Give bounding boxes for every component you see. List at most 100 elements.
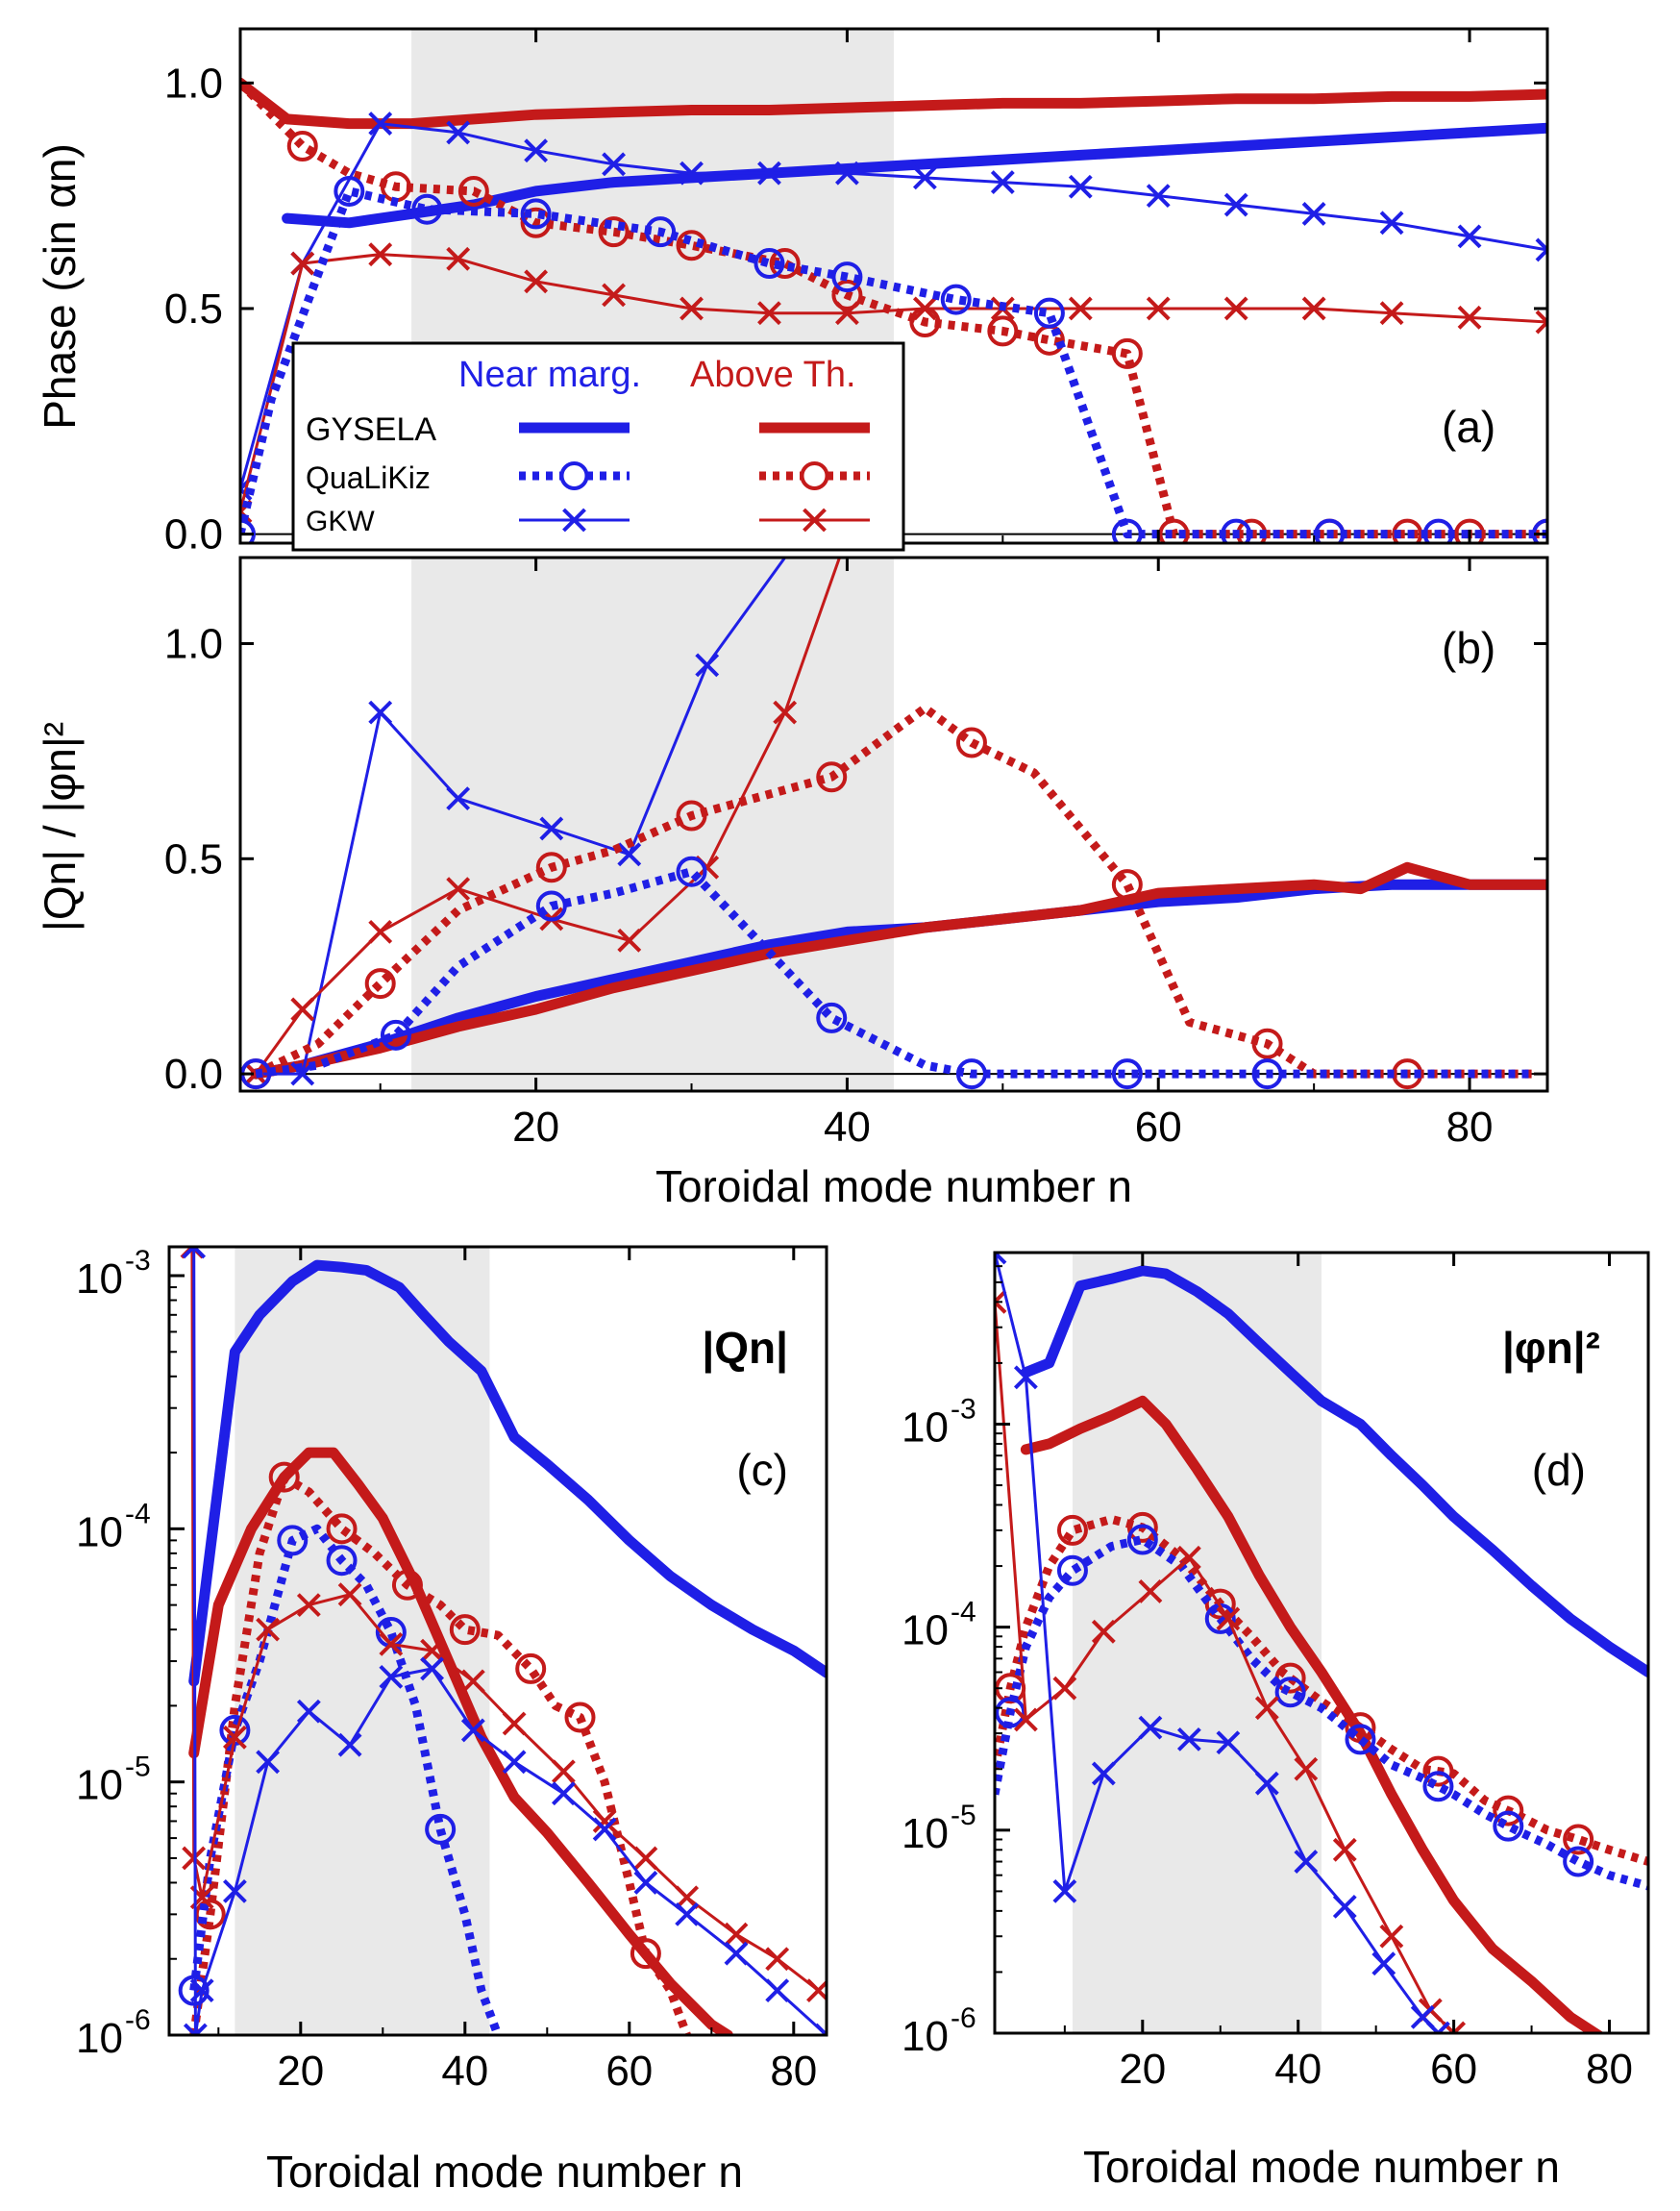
marker-circle (1204, 1588, 1236, 1620)
marker-x (675, 1885, 700, 1910)
marker-circle (831, 261, 863, 293)
marker-x (1254, 1771, 1279, 1796)
panel-a-plot (240, 77, 1547, 543)
marker-circle (277, 1525, 309, 1556)
marker-x (679, 161, 704, 186)
y-tick-exponent: -4 (125, 1498, 151, 1529)
marker-x (1294, 1850, 1319, 1874)
marker-circle (831, 279, 863, 311)
marker-x (1535, 237, 1547, 262)
marker-x (633, 1846, 658, 1871)
marker-circle (816, 761, 848, 793)
marker-x (1052, 1878, 1077, 1903)
marker-x (368, 112, 393, 136)
marker-x (502, 1750, 527, 1775)
y-tick-exponent: -5 (125, 1751, 151, 1783)
marker-x (368, 700, 393, 725)
series-qualikiz-near-marg- (240, 186, 1547, 539)
marker-x (539, 816, 564, 841)
marker-x (1013, 1707, 1038, 1732)
series-qualikiz-above-th- (254, 704, 1532, 1079)
panel-c-xlabel: Toroidal mode number n (266, 2147, 743, 2197)
x-tick-label: 40 (824, 1104, 871, 1151)
marker-circle (940, 284, 972, 315)
marker-x (256, 1617, 281, 1642)
marker-circle (1422, 518, 1454, 543)
marker-circle (364, 968, 396, 1000)
marker-x (995, 1289, 1007, 1314)
marker-circle (564, 1702, 596, 1733)
x-tick-label: 80 (1586, 2046, 1633, 2093)
marker-x (290, 251, 315, 276)
panel-b-frame (238, 556, 1549, 1093)
marker-circle (380, 1019, 411, 1051)
marker-x (368, 242, 393, 267)
panel-d-xlabel: Toroidal mode number n (1083, 2142, 1560, 2192)
marker-circle (1563, 1846, 1594, 1877)
panel-c-shade (235, 1247, 490, 2035)
marker-circle (1493, 1810, 1524, 1842)
marker-x (773, 700, 798, 725)
legend-row-qualikiz: QuaLiKiz (306, 460, 431, 495)
marker-x (675, 1901, 700, 1926)
marker-x (1052, 1676, 1077, 1701)
marker-x (724, 1922, 749, 1947)
marker-x (446, 246, 471, 271)
x-tick-label: 80 (1446, 1104, 1494, 1151)
y-tick-label: 1.0 (164, 60, 223, 107)
y-tick-exponent: -5 (951, 1800, 976, 1831)
marker-circle (457, 175, 489, 207)
marker-x (1332, 1837, 1357, 1862)
y-tick-exponent: -3 (125, 1245, 151, 1277)
marker-circle (995, 1697, 1026, 1728)
marker-circle (286, 131, 318, 162)
marker-circle (1345, 1724, 1376, 1755)
panel-b-axes: 20 40 60 80 0.0 0.5 1.0 (164, 558, 1547, 1151)
legend-row-gysela: GYSELA (306, 411, 436, 448)
marker-circle (1126, 1511, 1158, 1543)
marker-x (446, 877, 471, 902)
marker-circle (1126, 1524, 1158, 1555)
marker-x (633, 1871, 658, 1895)
series-gysela-above-th- (1020, 1395, 1605, 2033)
panel-d-shade (1072, 1253, 1322, 2033)
marker-x (757, 301, 781, 326)
marker-x (222, 1725, 247, 1750)
marker-circle (194, 1899, 226, 1930)
marker-circle (1422, 1771, 1454, 1802)
marker-x (379, 1664, 404, 1689)
marker-x (189, 1978, 214, 2003)
marker-circle (816, 1002, 848, 1033)
legend-marker-circle (800, 461, 829, 490)
marker-x (1457, 224, 1482, 249)
marker-x (1379, 211, 1404, 236)
y-tick-label: 10 (76, 1762, 123, 1809)
marker-x (724, 1941, 749, 1966)
marker-circle (769, 248, 801, 280)
marker-x (1332, 1894, 1357, 1919)
y-tick-label: 10 (902, 2013, 949, 2060)
marker-circle (326, 1545, 358, 1577)
legend-marker-x (803, 508, 827, 533)
marker-circle (535, 890, 567, 922)
marker-x (1379, 1924, 1404, 1949)
marker-circle (630, 1938, 661, 1970)
marker-circle (520, 207, 552, 238)
marker-circle (520, 198, 552, 230)
marker-circle (1422, 1755, 1454, 1787)
series-qualikiz-near-marg- (255, 867, 1532, 1079)
marker-x (1223, 192, 1248, 217)
marker-x (1176, 1545, 1201, 1570)
marker-x (337, 1732, 362, 1757)
marker-x (1146, 296, 1171, 321)
marker-x (765, 1978, 790, 2003)
marker-circle (645, 216, 677, 248)
x-tick-label: 20 (512, 1104, 559, 1151)
marker-x (679, 296, 704, 321)
marker-x (1379, 301, 1404, 326)
marker-circle (411, 193, 443, 225)
legend-head-red: Above Th. (690, 355, 856, 395)
marker-x (765, 1947, 790, 1972)
